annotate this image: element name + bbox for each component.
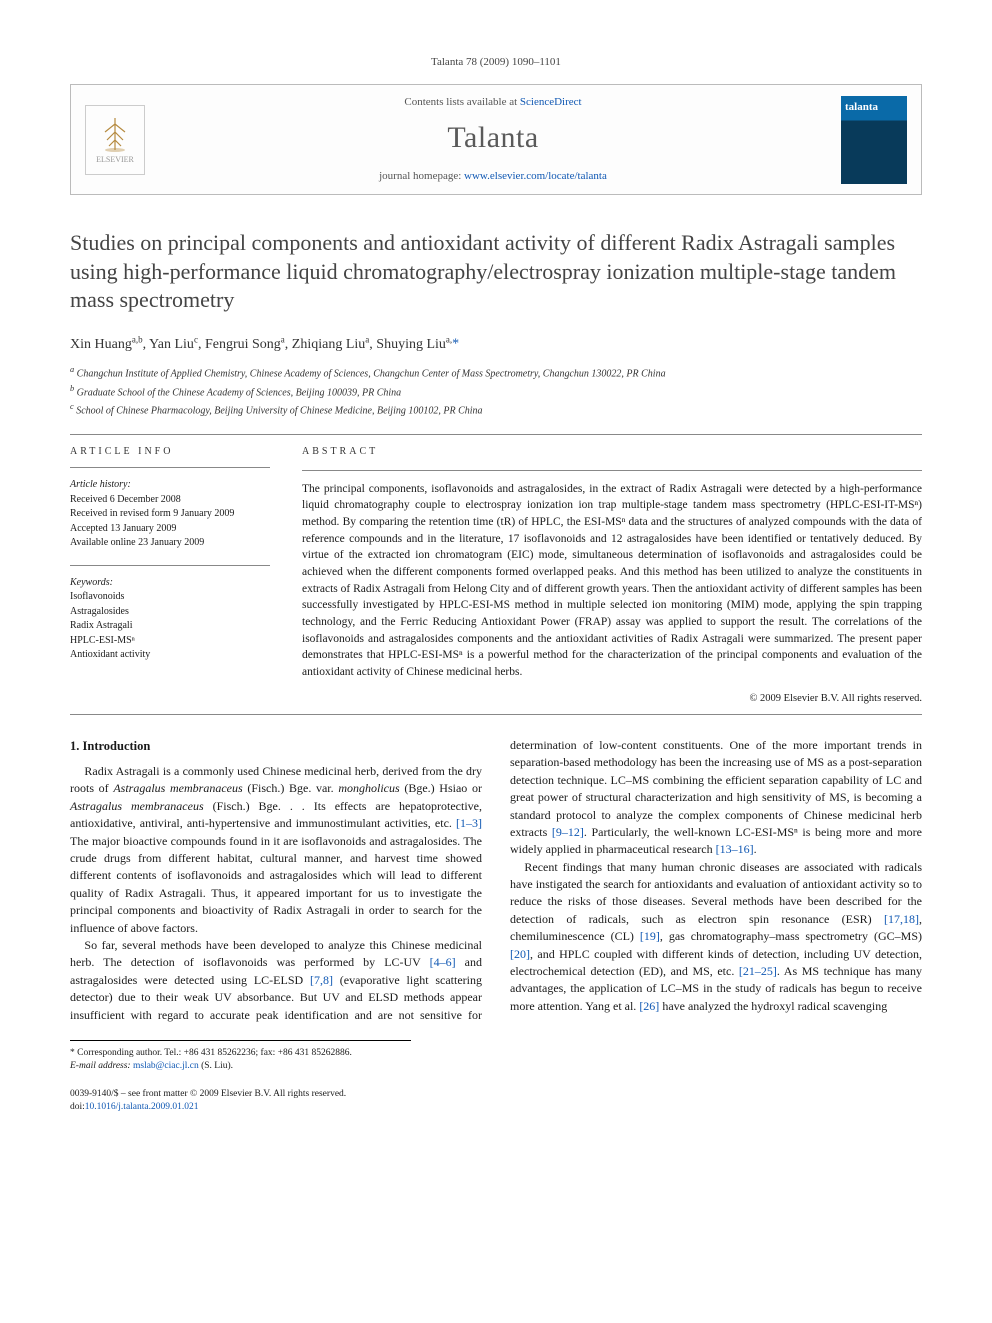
corresponding-author-note: * Corresponding author. Tel.: +86 431 85… xyxy=(70,1047,922,1060)
affiliation-line: b Graduate School of the Chinese Academy… xyxy=(70,383,922,400)
cover-title: talanta xyxy=(845,100,903,115)
abstract: ABSTRACT The principal components, isofl… xyxy=(302,445,922,706)
citation-link[interactable]: [20] xyxy=(510,947,530,961)
body-text: have analyzed the hydroxyl radical scave… xyxy=(659,999,887,1013)
authors-list: Xin Huanga,b, Yan Liuc, Fengrui Songa, Z… xyxy=(70,337,452,352)
abstract-copyright: © 2009 Elsevier B.V. All rights reserved… xyxy=(302,691,922,706)
article-title: Studies on principal components and anti… xyxy=(70,229,922,315)
species-name: Astragalus membranaceus xyxy=(70,799,204,813)
separator xyxy=(70,565,270,566)
body-text: The major bioactive compounds found in i… xyxy=(70,834,482,935)
separator xyxy=(302,470,922,471)
body-text: (Fisch.) Bge. var. xyxy=(243,781,339,795)
affiliations: a Changchun Institute of Applied Chemist… xyxy=(70,364,922,418)
keyword-line: Antioxidant activity xyxy=(70,648,270,663)
separator xyxy=(70,467,270,468)
section-head: 1. Introduction xyxy=(70,737,482,755)
elsevier-logo: ELSEVIER xyxy=(85,105,145,175)
journal-header: ELSEVIER Contents lists available at Sci… xyxy=(70,84,922,195)
front-matter-line: 0039-9140/$ – see front matter © 2009 El… xyxy=(70,1088,346,1101)
history-label: Article history: xyxy=(70,478,270,493)
affiliation-line: c School of Chinese Pharmacology, Beijin… xyxy=(70,401,922,418)
authors: Xin Huanga,b, Yan Liuc, Fengrui Songa, Z… xyxy=(70,333,922,354)
homepage-prefix: journal homepage: xyxy=(379,170,464,182)
keyword-line: Radix Astragali xyxy=(70,619,270,634)
email-tail: (S. Liu). xyxy=(199,1061,233,1071)
footnote-separator xyxy=(70,1040,411,1041)
body-text: So far, several methods have been develo… xyxy=(70,938,482,969)
separator xyxy=(70,714,922,715)
history-line: Available online 23 January 2009 xyxy=(70,536,270,551)
body-text: (Bge.) Hsiao or xyxy=(400,781,482,795)
citation-link[interactable]: [19] xyxy=(640,929,660,943)
body-text: Recent findings that many human chronic … xyxy=(510,860,922,926)
article-history: Article history: Received 6 December 200… xyxy=(70,478,270,551)
keyword-line: Isoflavonoids xyxy=(70,590,270,605)
corresponding-author-link[interactable]: * xyxy=(452,337,459,352)
citation-link[interactable]: [13–16] xyxy=(716,842,754,856)
separator xyxy=(70,434,922,435)
species-name: Astragalus membranaceus xyxy=(113,781,242,795)
email-link[interactable]: mslab@ciac.jl.cn xyxy=(133,1061,199,1071)
journal-name: Talanta xyxy=(145,117,841,159)
citation-link[interactable]: [7,8] xyxy=(310,973,333,987)
abstract-head: ABSTRACT xyxy=(302,445,922,460)
citation-link[interactable]: [9–12] xyxy=(552,825,584,839)
history-line: Received 6 December 2008 xyxy=(70,493,270,508)
article-info: ARTICLE INFO Article history: Received 6… xyxy=(70,445,270,706)
species-name: mongholicus xyxy=(338,781,399,795)
citation-link[interactable]: [21–25] xyxy=(739,964,777,978)
affiliation-line: a Changchun Institute of Applied Chemist… xyxy=(70,364,922,381)
contents-prefix: Contents lists available at xyxy=(404,96,519,108)
history-line: Received in revised form 9 January 2009 xyxy=(70,507,270,522)
citation-link[interactable]: [1–3] xyxy=(456,816,482,830)
keyword-line: Astragalosides xyxy=(70,605,270,620)
citation-link[interactable]: [4–6] xyxy=(430,955,456,969)
footnotes: * Corresponding author. Tel.: +86 431 85… xyxy=(70,1047,922,1074)
sciencedirect-link[interactable]: ScienceDirect xyxy=(520,96,582,108)
citation-link[interactable]: [17,18] xyxy=(884,912,919,926)
journal-cover: talanta xyxy=(841,96,907,184)
abstract-text: The principal components, isoflavonoids … xyxy=(302,481,922,681)
contents-line: Contents lists available at ScienceDirec… xyxy=(145,95,841,110)
keyword-line: HPLC-ESI-MSⁿ xyxy=(70,634,270,649)
homepage-link[interactable]: www.elsevier.com/locate/talanta xyxy=(464,170,607,182)
doi-link[interactable]: 10.1016/j.talanta.2009.01.021 xyxy=(85,1102,199,1112)
homepage-line: journal homepage: www.elsevier.com/locat… xyxy=(145,169,841,184)
doi-prefix: doi: xyxy=(70,1102,85,1112)
page-footer: 0039-9140/$ – see front matter © 2009 El… xyxy=(70,1088,922,1115)
running-head: Talanta 78 (2009) 1090–1101 xyxy=(70,55,922,70)
elsevier-label: ELSEVIER xyxy=(96,154,134,165)
email-label: E-mail address: xyxy=(70,1061,131,1071)
body-columns: 1. Introduction Radix Astragali is a com… xyxy=(70,737,922,1024)
keywords-label: Keywords: xyxy=(70,576,270,591)
history-line: Accepted 13 January 2009 xyxy=(70,522,270,537)
body-text: . xyxy=(754,842,757,856)
keywords-block: Keywords: IsoflavonoidsAstragalosidesRad… xyxy=(70,576,270,663)
article-info-head: ARTICLE INFO xyxy=(70,445,270,459)
body-text: , gas chromatography–mass spectrometry (… xyxy=(660,929,922,943)
citation-link[interactable]: [26] xyxy=(639,999,659,1013)
